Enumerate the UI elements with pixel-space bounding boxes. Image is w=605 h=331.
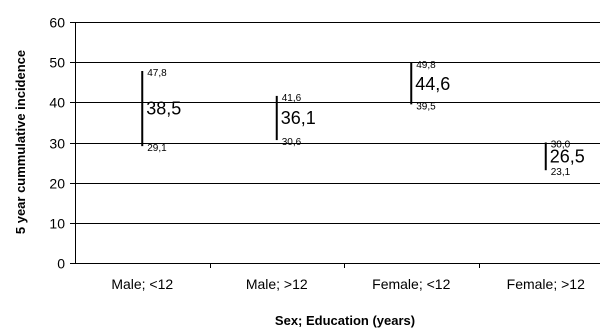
y-tick-labels: 0 10 20 30 40 50 60 [49,15,65,272]
lower-bound-label: 39,5 [416,101,436,112]
lower-bound-label: 30,6 [282,137,302,148]
y-axis-title: 5 year cummulative incidence [13,50,28,234]
y-tick-label: 40 [49,95,65,111]
point-estimate-label: 36,1 [281,108,316,128]
x-tick-label: Male; >12 [246,276,308,292]
x-axis-title: Sex; Education (years) [275,313,415,328]
interval-group: 47,8 29,1 38,5 [141,68,181,154]
x-tick-label: Female; >12 [507,276,585,292]
lower-bound-label: 23,1 [551,167,571,178]
y-tick-label: 20 [49,176,65,192]
lower-bound-label: 29,1 [147,143,167,154]
grid-lines [75,22,600,224]
x-tick-label: Female; <12 [372,276,450,292]
point-estimate-label: 44,6 [415,74,450,94]
y-tick-label: 10 [49,216,65,232]
x-tick-label: Male; <12 [111,276,173,292]
interval-group: 49,8 39,5 44,6 [410,60,450,112]
point-estimate-label: 26,5 [550,147,585,167]
axes [70,22,600,268]
upper-bound-label: 41,6 [282,93,302,104]
x-tick-labels: Male; <12 Male; >12 Female; <12 Female; >12 [111,276,585,292]
point-estimate-label: 38,5 [146,98,181,118]
interval-group: 30,0 23,126,5 [544,140,585,178]
y-tick-label: 30 [49,136,65,152]
y-tick-label: 60 [49,15,65,31]
interval-group: 41,6 30,6 36,1 [275,93,316,148]
upper-bound-label: 47,8 [147,68,167,79]
y-tick-label: 0 [57,256,65,272]
intervals: 47,8 29,1 38,5 41,6 30,6 36,1 49,8 39,5 44,6 30,0… [141,60,585,178]
upper-bound-label: 30,0 [551,140,571,151]
y-tick-label: 50 [49,55,65,71]
upper-bound-label: 49,8 [416,60,436,71]
